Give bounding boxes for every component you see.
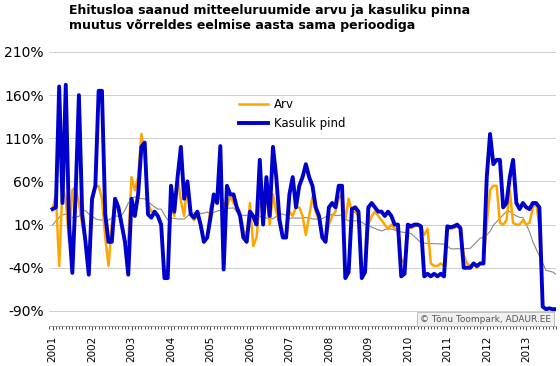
Kasulik pind [49,207,56,211]
Arv [355,214,362,218]
Arv [559,307,560,311]
Text: © Tõnu Toompark, ADAUR.EE: © Tõnu Toompark, ADAUR.EE [420,314,551,324]
Legend: Arv, Kasulik pind: Arv, Kasulik pind [234,93,351,134]
Arv [464,261,470,266]
Kasulik pind [559,307,560,311]
Kasulik pind [243,240,250,244]
Arv [138,132,145,136]
Arv [263,192,270,197]
Kasulik pind [263,175,270,179]
Kasulik pind [62,83,69,87]
Kasulik pind [404,223,411,227]
Kasulik pind [543,307,549,311]
Kasulik pind [464,266,470,270]
Arv [404,224,411,228]
Arv [181,214,188,218]
Arv [49,207,56,211]
Line: Kasulik pind: Kasulik pind [53,85,560,309]
Kasulik pind [355,209,362,214]
Text: Ehitusloa saanud mitteeluruumide arvu ja kasuliku pinna
muutus võrreldes eelmise: Ehitusloa saanud mitteeluruumide arvu ja… [69,4,470,32]
Arv [243,235,250,240]
Kasulik pind [181,197,188,201]
Arv [543,307,549,311]
Line: Arv: Arv [53,134,560,309]
